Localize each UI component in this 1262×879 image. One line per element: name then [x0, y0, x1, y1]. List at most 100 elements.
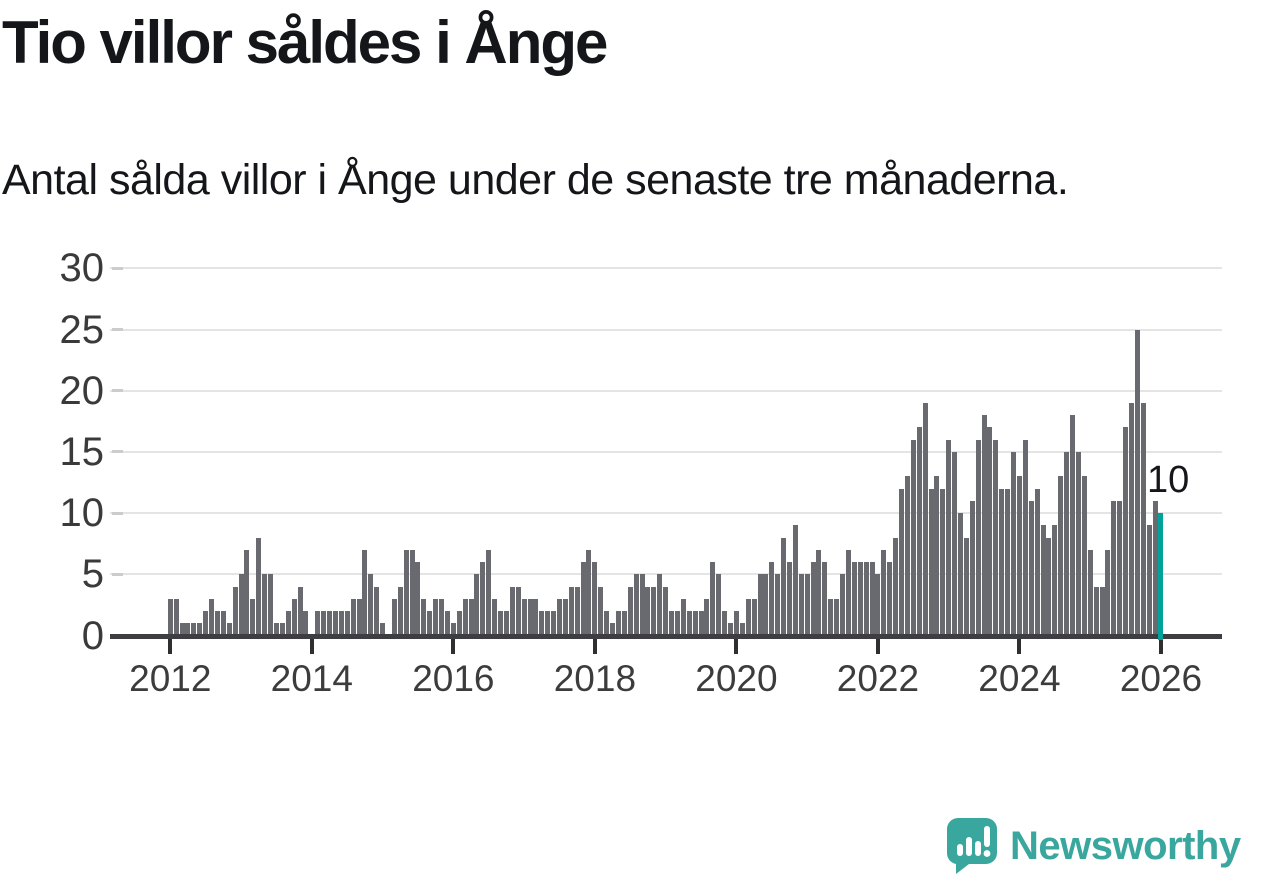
x-axis-label: 2020 [695, 657, 778, 699]
bar [993, 439, 999, 638]
bar [332, 611, 338, 638]
bar [521, 598, 527, 638]
y-axis-tick [112, 266, 123, 270]
highlighted-bar [1158, 513, 1164, 641]
bar [893, 537, 899, 638]
y-axis-label: 0 [81, 613, 104, 658]
bar [297, 586, 303, 638]
bar [350, 598, 356, 638]
brand-name: Newsworthy [1010, 824, 1241, 868]
bar [934, 476, 940, 638]
bar [975, 439, 981, 638]
bar [798, 574, 804, 638]
bar [952, 451, 958, 638]
bar [486, 549, 492, 638]
bar [527, 598, 533, 638]
gridline [110, 328, 1222, 331]
bar [409, 549, 415, 638]
bar [963, 537, 969, 638]
bar [763, 574, 769, 638]
y-axis-label: 5 [81, 552, 104, 597]
bar [869, 562, 875, 638]
bar [344, 611, 350, 638]
bar [250, 598, 256, 638]
bar [845, 549, 851, 638]
bar [327, 611, 333, 638]
bar [439, 598, 445, 638]
bar [1005, 488, 1011, 638]
bar [179, 623, 185, 638]
bar [1070, 415, 1076, 638]
bar [1105, 549, 1111, 638]
bar [863, 562, 869, 638]
y-axis-tick [112, 572, 123, 576]
bar [751, 598, 757, 638]
bar [1140, 402, 1146, 638]
bar [615, 611, 621, 638]
bar [645, 586, 651, 638]
bar [745, 598, 751, 638]
gridline [110, 512, 1222, 515]
bar [987, 427, 993, 638]
y-axis-tick [112, 511, 123, 515]
bar [279, 623, 285, 638]
bar [816, 549, 822, 638]
newsworthy-chart-bubble-icon [946, 817, 998, 875]
bar [733, 611, 739, 638]
bar [1129, 402, 1134, 638]
annotation-label: 10 [1146, 459, 1190, 501]
bar [698, 611, 704, 638]
bar [657, 574, 663, 638]
bar [444, 611, 450, 638]
bar [533, 598, 539, 638]
bar [580, 562, 586, 638]
bar [1123, 427, 1129, 638]
bar [828, 598, 834, 638]
bar [397, 586, 403, 638]
bar [1052, 525, 1058, 638]
bar [456, 611, 462, 638]
bar [592, 562, 598, 638]
bar [1034, 488, 1040, 638]
gridline [110, 389, 1222, 392]
bar [1046, 537, 1052, 638]
x-axis-tick [734, 638, 739, 654]
bar [421, 598, 427, 638]
x-axis-tick [168, 638, 173, 654]
bar [1058, 476, 1064, 638]
x-axis-label: 2012 [129, 657, 212, 699]
bar [433, 598, 439, 638]
bar [674, 611, 680, 638]
bar [922, 402, 928, 638]
bar [840, 574, 846, 638]
bar [427, 611, 433, 638]
bar [999, 488, 1005, 638]
bar [875, 574, 881, 638]
bar [946, 439, 952, 638]
x-axis-label: 2024 [978, 657, 1061, 699]
bar [468, 598, 474, 638]
bar [303, 611, 309, 638]
bar [551, 611, 557, 638]
bar [728, 623, 733, 638]
bar [1040, 525, 1046, 638]
bar [492, 598, 498, 638]
bar [739, 623, 745, 638]
x-axis-label: 2022 [836, 657, 920, 699]
y-axis-label: 30 [59, 246, 105, 291]
bar [232, 586, 238, 638]
bar [450, 623, 456, 638]
bar [1146, 525, 1152, 638]
bar [214, 611, 220, 638]
bar [663, 586, 669, 638]
bar [916, 427, 922, 638]
bar [957, 513, 963, 638]
bar [1081, 476, 1087, 638]
bar [220, 611, 226, 638]
x-axis-tick [309, 638, 314, 654]
x-axis-tick [1158, 638, 1163, 654]
bar [403, 549, 409, 638]
bar [1011, 451, 1017, 638]
bar [686, 611, 692, 638]
